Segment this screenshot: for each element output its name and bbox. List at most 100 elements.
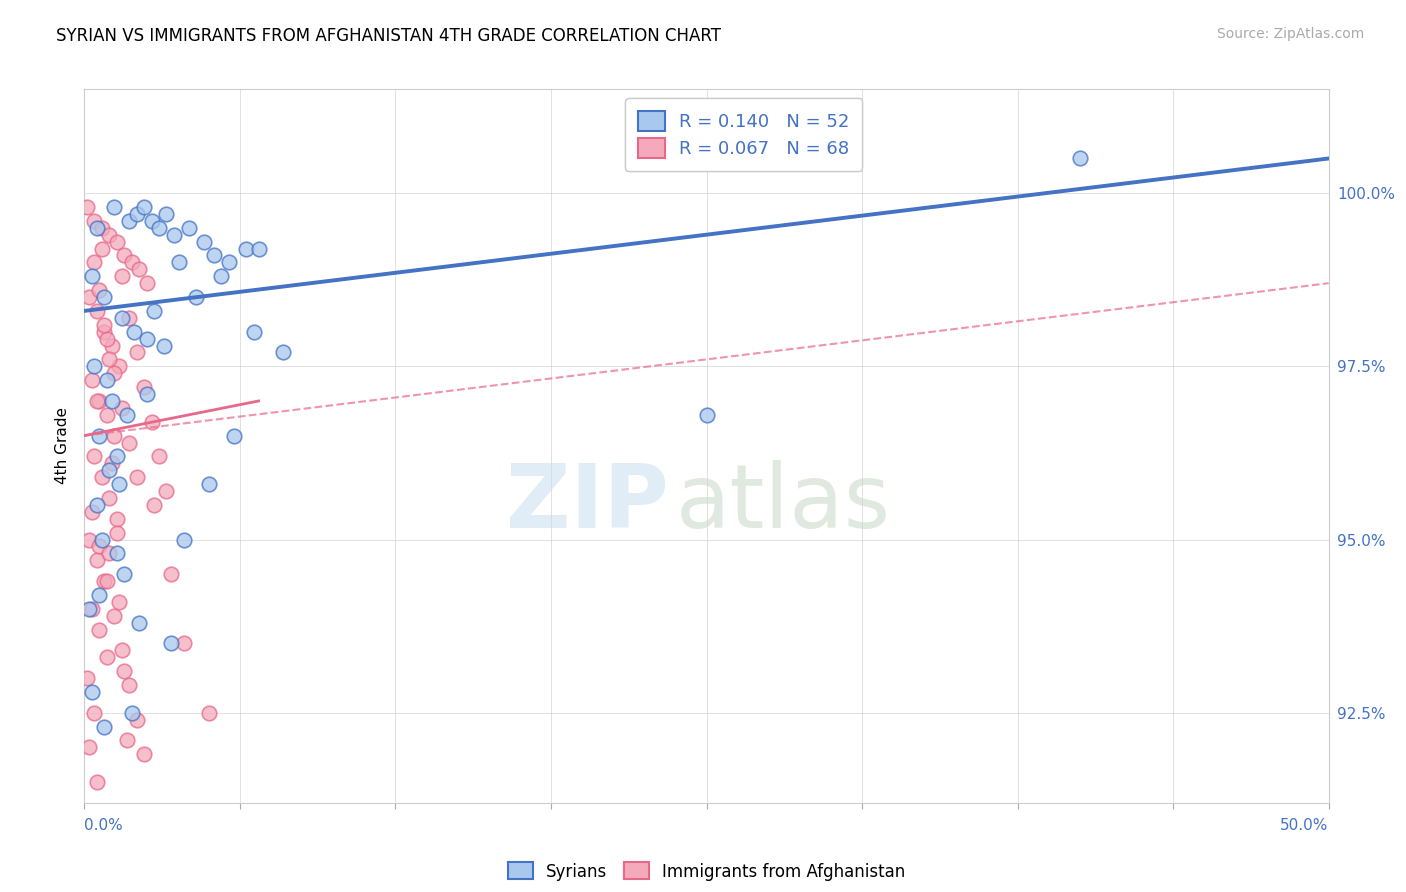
Point — [121, 255, 143, 269]
Point — [83, 359, 105, 374]
Point — [90, 533, 112, 547]
Point — [86, 775, 108, 789]
Point — [105, 512, 128, 526]
Point — [197, 477, 219, 491]
Point — [105, 546, 128, 560]
Point — [83, 214, 105, 228]
Point — [96, 373, 118, 387]
Point — [173, 533, 195, 547]
Point — [76, 200, 98, 214]
Point — [115, 733, 138, 747]
Text: SYRIAN VS IMMIGRANTS FROM AFGHANISTAN 4TH GRADE CORRELATION CHART: SYRIAN VS IMMIGRANTS FROM AFGHANISTAN 4T… — [56, 27, 721, 45]
Point — [108, 359, 131, 374]
Text: atlas: atlas — [675, 459, 890, 547]
Point — [89, 394, 111, 409]
Text: 50.0%: 50.0% — [1281, 818, 1329, 832]
Point — [98, 546, 121, 560]
Point — [103, 608, 125, 623]
Point — [193, 235, 215, 249]
Point — [202, 248, 225, 262]
Point — [125, 470, 148, 484]
Point — [100, 394, 122, 409]
Point — [163, 227, 186, 242]
Point — [132, 747, 155, 762]
Point — [83, 706, 105, 720]
Point — [93, 290, 115, 304]
Point — [98, 352, 121, 367]
Point — [103, 428, 125, 442]
Point — [125, 207, 148, 221]
Point — [112, 248, 135, 262]
Point — [148, 220, 170, 235]
Point — [80, 685, 103, 699]
Point — [153, 338, 176, 352]
Point — [135, 332, 157, 346]
Point — [89, 623, 111, 637]
Point — [696, 408, 718, 422]
Text: ZIP: ZIP — [506, 459, 669, 547]
Point — [143, 304, 166, 318]
Point — [98, 463, 121, 477]
Point — [98, 227, 121, 242]
Point — [86, 394, 108, 409]
Point — [118, 435, 141, 450]
Legend: Syrians, Immigrants from Afghanistan: Syrians, Immigrants from Afghanistan — [501, 855, 912, 888]
Point — [105, 450, 128, 464]
Point — [115, 408, 138, 422]
Point — [90, 220, 112, 235]
Point — [86, 304, 108, 318]
Point — [209, 269, 232, 284]
Point — [111, 269, 134, 284]
Point — [76, 671, 98, 685]
Point — [83, 255, 105, 269]
Point — [96, 574, 118, 588]
Point — [90, 470, 112, 484]
Point — [83, 450, 105, 464]
Point — [89, 283, 111, 297]
Point — [143, 498, 166, 512]
Point — [186, 290, 208, 304]
Point — [103, 366, 125, 380]
Point — [118, 678, 141, 692]
Point — [79, 602, 101, 616]
Point — [89, 540, 111, 554]
Point — [128, 262, 150, 277]
Point — [155, 483, 177, 498]
Point — [79, 740, 101, 755]
Point — [86, 498, 108, 512]
Point — [118, 310, 141, 325]
Point — [235, 242, 257, 256]
Point — [160, 636, 183, 650]
Point — [80, 373, 103, 387]
Point — [100, 456, 122, 470]
Point — [93, 574, 115, 588]
Point — [80, 269, 103, 284]
Point — [96, 332, 118, 346]
Point — [112, 567, 135, 582]
Point — [132, 200, 155, 214]
Text: Source: ZipAtlas.com: Source: ZipAtlas.com — [1216, 27, 1364, 41]
Point — [141, 415, 163, 429]
Point — [79, 290, 101, 304]
Point — [93, 318, 115, 332]
Point — [135, 276, 157, 290]
Point — [111, 401, 134, 415]
Point — [112, 664, 135, 678]
Point — [160, 567, 183, 582]
Point — [108, 595, 131, 609]
Point — [89, 428, 111, 442]
Point — [222, 428, 245, 442]
Point — [121, 706, 143, 720]
Point — [132, 380, 155, 394]
Point — [96, 650, 118, 665]
Point — [242, 325, 264, 339]
Point — [128, 615, 150, 630]
Point — [86, 220, 108, 235]
Point — [93, 720, 115, 734]
Point — [177, 220, 200, 235]
Point — [141, 214, 163, 228]
Point — [118, 214, 141, 228]
Point — [89, 588, 111, 602]
Point — [98, 491, 121, 505]
Point — [1069, 152, 1091, 166]
